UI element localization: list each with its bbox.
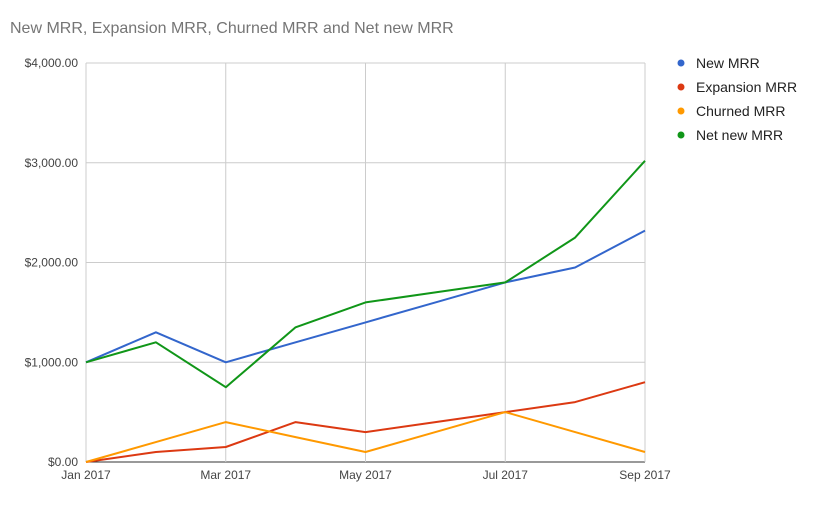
y-tick-label: $0.00 <box>48 455 78 469</box>
x-tick-label: Mar 2017 <box>200 468 251 482</box>
legend-label: Expansion MRR <box>696 79 797 95</box>
series-line-churned-mrr <box>85 411 646 463</box>
series-line-expansion-mrr <box>85 381 646 463</box>
legend-label: Churned MRR <box>696 103 785 119</box>
legend-swatch <box>677 107 685 115</box>
chart-title: New MRR, Expansion MRR, Churned MRR and … <box>10 20 454 37</box>
series-layer <box>85 160 646 463</box>
legend: New MRR Expansion MRR Churned MRR Net new M… <box>677 55 797 143</box>
legend-label: Net new MRR <box>696 127 783 143</box>
x-tick-label: Jul 2017 <box>483 468 529 482</box>
x-tick-label: Sep 2017 <box>619 468 671 482</box>
axis-label-layer: $0.00 $1,000.00 $2,000.00 $3,000.00 $4,000.0… <box>25 56 671 482</box>
legend-swatch <box>677 83 685 91</box>
legend-swatch <box>677 131 685 139</box>
legend-label: New MRR <box>696 55 760 71</box>
grid-layer <box>85 62 646 463</box>
x-tick-label: May 2017 <box>339 468 392 482</box>
y-tick-label: $1,000.00 <box>25 355 79 369</box>
y-tick-label: $2,000.00 <box>25 256 79 270</box>
y-tick-label: $3,000.00 <box>25 156 79 170</box>
x-tick-label: Jan 2017 <box>61 468 111 482</box>
series-line-new-mrr <box>85 229 646 364</box>
legend-swatch <box>677 59 685 67</box>
y-tick-label: $4,000.00 <box>25 56 79 70</box>
series-line-net-new-mrr <box>85 160 646 389</box>
